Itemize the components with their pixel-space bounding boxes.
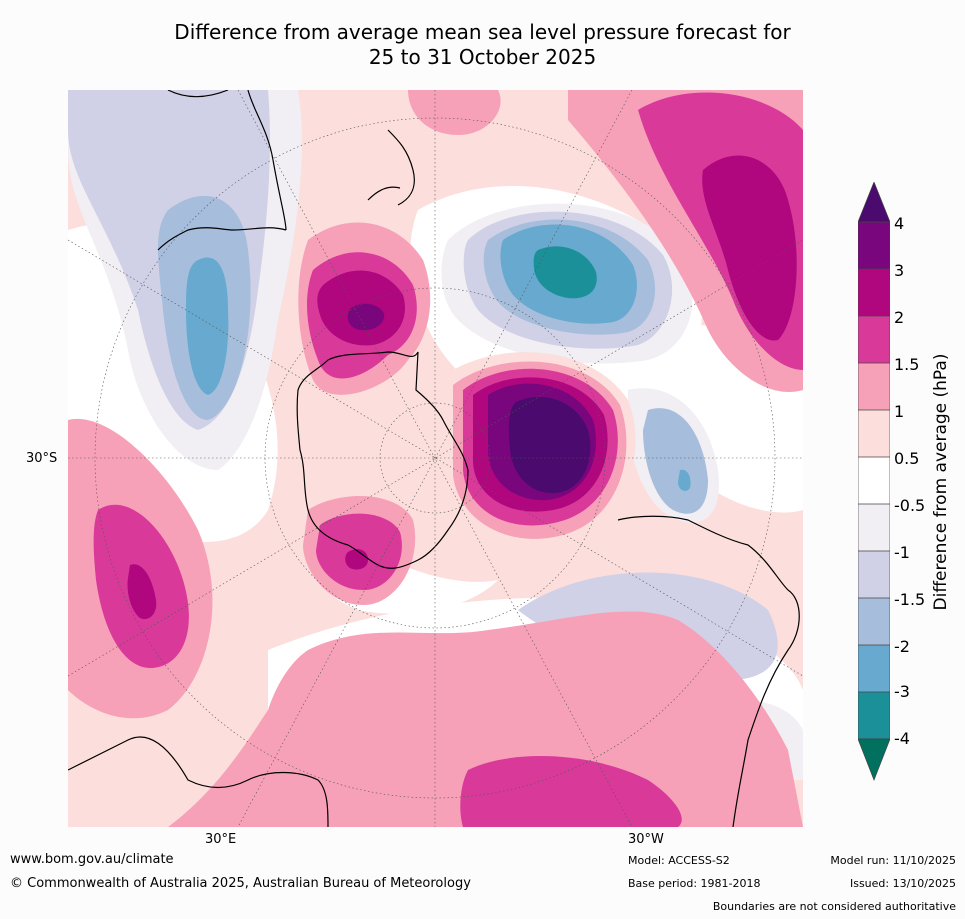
colorbar-tick: 1 xyxy=(894,402,905,421)
model-text: Model: ACCESS-S2 xyxy=(628,854,730,867)
colorbar-tick: 4 xyxy=(894,214,905,233)
africa-coast xyxy=(157,90,287,251)
colorbar-tick: -1.5 xyxy=(894,590,926,609)
new-zealand-coast xyxy=(367,129,415,206)
colorbar-extend-min xyxy=(858,739,890,780)
colorbar-tick: 2 xyxy=(894,308,905,327)
high-south-australia xyxy=(298,222,431,395)
colorbar-band-1.5-2 xyxy=(858,316,890,363)
colorbar-band-0.5-1 xyxy=(858,410,890,457)
latitude-label-30s: 30°S xyxy=(26,451,58,466)
anomaly-map xyxy=(68,90,803,827)
high-drake-passage xyxy=(438,352,636,547)
colorbar-band-m4-m3 xyxy=(858,692,890,739)
chart-title: Difference from average mean sea level p… xyxy=(0,20,965,70)
colorbar-tick: -0.5 xyxy=(894,496,926,515)
colorbar-tick: -1 xyxy=(894,543,910,562)
colorbar-graphic xyxy=(857,181,891,781)
colorbar xyxy=(857,181,891,782)
colorbar-band-3-4 xyxy=(858,222,890,269)
antarctica-coast xyxy=(296,351,469,569)
coastlines xyxy=(68,90,800,827)
low-tasman-sea xyxy=(441,203,693,364)
title-line-1: Difference from average mean sea level p… xyxy=(174,20,791,44)
colorbar-tick: 3 xyxy=(894,261,905,280)
colorbar-tick: -2 xyxy=(894,637,910,656)
colorbar-band-2-3 xyxy=(858,269,890,316)
graticule xyxy=(68,90,803,827)
low-indian-ocean xyxy=(68,90,302,470)
model-run-text: Model run: 11/10/2025 xyxy=(830,854,956,867)
map-panel[interactable] xyxy=(68,90,803,827)
website-link[interactable]: www.bom.gov.au/climate xyxy=(10,852,174,867)
disclaimer-text: Boundaries are not considered authoritat… xyxy=(712,900,956,913)
colorbar-band-m1.5-m1 xyxy=(858,551,890,598)
copyright-text: © Commonwealth of Australia 2025, Austra… xyxy=(10,876,471,891)
southern-africa-coast xyxy=(68,736,329,827)
colorbar-band-1-1.5 xyxy=(858,363,890,410)
colorbar-tick: -3 xyxy=(894,682,910,701)
colorbar-band-m2-m1.5 xyxy=(858,598,890,645)
longitude-label-30e: 30°E xyxy=(205,832,237,847)
colorbar-band-m1-m0.5 xyxy=(858,504,890,551)
colorbar-tick: 1.5 xyxy=(894,355,920,374)
colorbar-tick: 0.5 xyxy=(894,449,920,468)
issued-text: Issued: 13/10/2025 xyxy=(849,877,956,890)
title-line-2: 25 to 31 October 2025 xyxy=(368,45,597,69)
longitude-label-30w: 30°W xyxy=(628,832,664,847)
south-america-coast xyxy=(617,515,800,827)
colorbar-band-neutral xyxy=(858,457,890,504)
colorbar-extend-max xyxy=(858,182,890,222)
colorbar-band-m3-m2 xyxy=(858,645,890,692)
high-south-pacific xyxy=(168,611,803,827)
high-south-africa xyxy=(68,418,213,719)
base-period-text: Base period: 1981-2018 xyxy=(628,877,761,890)
colorbar-title: Difference from average (hPa) xyxy=(931,353,951,611)
colorbar-tick: -4 xyxy=(894,729,910,748)
